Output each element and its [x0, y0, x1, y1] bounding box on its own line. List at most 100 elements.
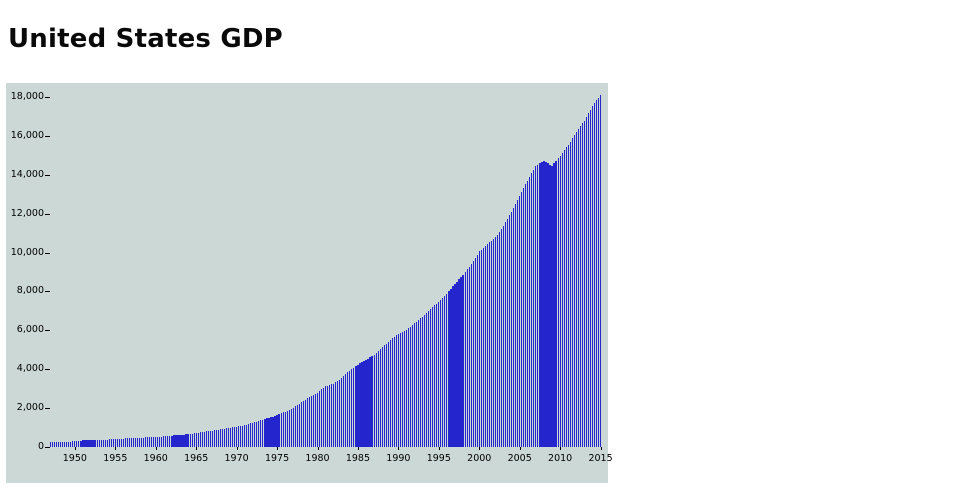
gdp-bar: [175, 435, 177, 447]
gdp-bar: [389, 339, 391, 447]
gdp-bar: [571, 138, 573, 447]
gdp-bar: [288, 409, 290, 447]
gdp-bar: [50, 442, 52, 447]
x-tick-label: 1980: [305, 453, 330, 464]
gdp-bar: [274, 415, 276, 447]
gdp-bar: [157, 436, 159, 447]
gdp-bar: [329, 384, 331, 447]
gdp-bar: [597, 97, 600, 447]
gdp-bar: [543, 160, 545, 447]
x-tick-mark: [357, 447, 359, 450]
gdp-bar: [539, 163, 541, 447]
gdp-bar: [266, 418, 268, 447]
gdp-bar: [159, 436, 161, 447]
gdp-bar: [138, 437, 141, 447]
gdp-bar: [300, 402, 302, 447]
gdp-bar: [209, 431, 211, 447]
gdp-bar: [256, 421, 258, 447]
y-tick-mark: [45, 213, 50, 215]
gdp-bar: [446, 293, 448, 447]
gdp-bar: [248, 424, 250, 447]
y-tick-mark: [45, 135, 50, 137]
gdp-bar: [353, 367, 355, 447]
y-tick-mark: [45, 252, 50, 254]
y-tick-label: 14,000: [10, 168, 44, 180]
gdp-bar: [472, 260, 474, 447]
y-tick-mark: [45, 291, 50, 293]
x-tick-label: 1990: [386, 453, 411, 464]
gdp-bar: [335, 382, 337, 447]
gdp-bar: [567, 144, 569, 447]
gdp-bar: [284, 411, 286, 447]
gdp-bar: [553, 163, 555, 447]
gdp-bar: [187, 434, 189, 447]
gdp-bar: [100, 439, 102, 447]
gdp-bar: [163, 436, 165, 447]
gdp-bar: [151, 436, 153, 447]
gdp-bar: [70, 441, 72, 447]
gdp-bar: [143, 437, 145, 447]
gdp-bar: [458, 279, 460, 447]
gdp-bar: [124, 438, 126, 447]
gdp-bar: [136, 437, 139, 447]
gdp-bar: [86, 440, 88, 447]
gdp-bar: [90, 440, 92, 447]
x-tick-label: 1995: [426, 453, 451, 464]
gdp-bar: [246, 424, 248, 447]
gdp-bar: [551, 166, 553, 447]
gdp-bar: [128, 438, 131, 447]
gdp-bar: [573, 135, 575, 447]
gdp-bar: [94, 439, 96, 447]
x-tick-label: 1975: [264, 453, 290, 464]
gdp-bar: [126, 438, 129, 447]
gdp-bar: [383, 345, 385, 447]
y-tick-label: 6,000: [16, 324, 44, 336]
gdp-bar: [407, 328, 410, 447]
gdp-bar: [310, 396, 313, 447]
gdp-bar: [262, 419, 264, 447]
gdp-bar: [296, 404, 298, 447]
gdp-bar: [320, 389, 323, 447]
gdp-bar: [316, 392, 319, 447]
gdp-bar: [268, 417, 270, 447]
y-tick-mark: [45, 174, 50, 176]
gdp-bar: [587, 113, 590, 447]
gdp-bar: [361, 362, 363, 447]
x-tick-label: 1970: [224, 453, 249, 464]
x-tick-label: 2005: [507, 453, 532, 464]
gdp-bar: [513, 207, 515, 447]
gdp-bar: [173, 435, 175, 447]
gdp-bar: [591, 106, 594, 447]
gdp-bar: [201, 432, 203, 447]
gdp-bar: [260, 420, 262, 447]
gdp-bar: [498, 231, 501, 447]
gdp-bar: [575, 132, 577, 447]
gdp-bar: [581, 123, 583, 447]
gdp-bar: [331, 384, 333, 447]
gdp-bar: [203, 431, 205, 447]
gdp-bar: [122, 438, 124, 447]
gdp-bar: [306, 398, 308, 447]
gdp-bar: [211, 430, 213, 447]
gdp-bar: [58, 441, 60, 447]
gdp-bar: [500, 228, 503, 447]
gdp-bar: [327, 385, 329, 447]
x-tick-label: 1950: [62, 453, 87, 464]
gdp-bar: [347, 372, 349, 447]
y-tick-label: 4,000: [16, 363, 44, 375]
gdp-bar: [399, 332, 401, 447]
gdp-bar: [199, 432, 201, 447]
gdp-bar: [234, 427, 236, 447]
gdp-bar: [189, 433, 191, 447]
gdp-bar: [345, 374, 347, 447]
y-tick-label: 16,000: [10, 129, 44, 141]
gdp-bar: [525, 184, 527, 447]
gdp-bar: [339, 379, 341, 447]
gdp-bar: [504, 222, 507, 447]
gdp-bar: [462, 274, 464, 447]
gdp-bar: [193, 433, 195, 447]
gdp-bar: [369, 357, 371, 447]
gdp-bar: [579, 126, 581, 447]
gdp-bar: [98, 439, 100, 447]
gdp-bar: [333, 383, 335, 447]
